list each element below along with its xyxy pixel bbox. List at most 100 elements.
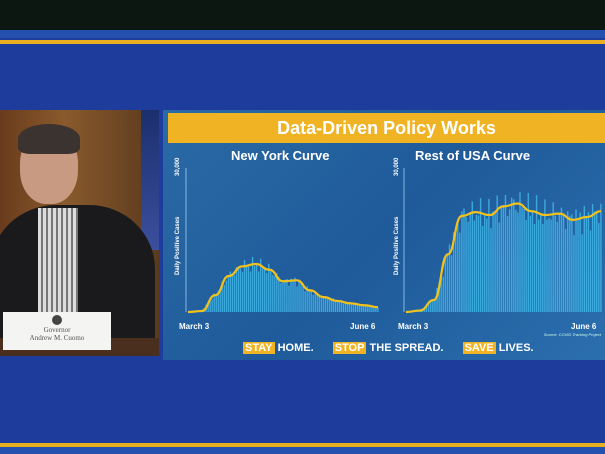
- daily-bar: [213, 293, 215, 312]
- daily-bar: [488, 198, 490, 312]
- daily-bar: [223, 284, 225, 312]
- daily-bar: [363, 304, 365, 312]
- daily-bar: [432, 299, 434, 312]
- daily-bar: [354, 304, 357, 312]
- nameplate-name: Andrew M. Cuomo: [29, 334, 85, 342]
- daily-bar: [473, 220, 476, 312]
- daily-bar: [217, 290, 219, 312]
- daily-bar: [231, 275, 234, 312]
- daily-bar: [227, 275, 230, 312]
- daily-bar: [500, 207, 503, 312]
- daily-bar: [523, 208, 525, 312]
- daily-bar: [361, 305, 363, 312]
- daily-bar: [268, 263, 270, 312]
- daily-bar: [519, 192, 521, 312]
- daily-bar: [490, 228, 492, 312]
- daily-bar: [300, 283, 302, 312]
- slogan-text: THE SPREAD.: [369, 342, 444, 354]
- daily-bar: [442, 276, 444, 312]
- source-note: Source: COVID Tracking Project: [543, 332, 601, 337]
- daily-bar: [320, 297, 323, 312]
- daily-bar: [276, 272, 278, 312]
- daily-bar: [219, 288, 221, 312]
- daily-bar: [583, 206, 586, 312]
- daily-bar: [527, 193, 529, 312]
- daily-bar: [266, 272, 268, 312]
- daily-bar: [525, 219, 527, 312]
- daily-bar: [581, 234, 583, 312]
- daily-bar: [546, 219, 548, 312]
- daily-bar: [280, 283, 282, 312]
- daily-bar: [444, 257, 447, 312]
- daily-bar: [591, 204, 594, 312]
- nameplate: Governor Andrew M. Cuomo: [3, 312, 111, 350]
- daily-bar: [306, 286, 308, 312]
- daily-bar: [535, 195, 538, 312]
- daily-bar: [438, 282, 440, 312]
- daily-bar: [486, 218, 488, 312]
- daily-bar: [314, 291, 316, 312]
- daily-bar: [282, 280, 284, 312]
- daily-bar: [510, 197, 513, 312]
- daily-bar: [540, 214, 542, 312]
- daily-bar: [515, 209, 517, 312]
- daily-bar: [251, 256, 254, 312]
- usa-chart-title: Rest of USA Curve: [415, 148, 531, 163]
- daily-bar: [373, 306, 375, 312]
- daily-bar: [356, 303, 359, 312]
- daily-bar: [350, 304, 353, 312]
- daily-bar: [569, 215, 571, 312]
- usa-x-start-label: March 3: [398, 322, 429, 331]
- daily-bar: [241, 271, 244, 312]
- daily-bar: [481, 225, 484, 312]
- daily-bar: [288, 285, 290, 312]
- ny-trend-curve: [187, 262, 379, 314]
- ny-y-tick-top: 30,000: [175, 157, 181, 176]
- slogan-save-lives: SAVE LIVES.: [462, 342, 534, 354]
- daily-bar: [492, 211, 494, 312]
- slide-title: Data-Driven Policy Works: [168, 113, 605, 143]
- daily-bar: [454, 230, 457, 312]
- daily-bar: [575, 209, 577, 312]
- daily-bar: [567, 211, 569, 312]
- daily-bar: [215, 295, 217, 312]
- daily-bar: [461, 211, 463, 312]
- daily-bar: [310, 290, 312, 312]
- daily-bar: [479, 198, 482, 312]
- daily-bar: [440, 272, 442, 312]
- slogan-highlight: SAVE: [462, 342, 496, 354]
- daily-bar: [340, 300, 343, 312]
- slogans: STAY HOME. STOP THE SPREAD. SAVE LIVES.: [243, 342, 550, 354]
- speaker-hair: [18, 124, 80, 154]
- daily-bar: [308, 289, 310, 312]
- daily-bar: [298, 279, 300, 312]
- daily-bar: [452, 232, 455, 312]
- usa-y-axis-label: Daily Positive Cases: [394, 216, 400, 275]
- daily-bar: [425, 306, 428, 312]
- seal-icon: [52, 315, 62, 325]
- daily-bar: [369, 306, 371, 312]
- daily-bar: [259, 258, 262, 312]
- slide: Data-Driven Policy Works New York Curve …: [163, 110, 605, 360]
- daily-bar: [292, 280, 294, 312]
- speaker-shirt: [38, 208, 78, 318]
- daily-bar: [253, 266, 256, 312]
- daily-bar: [542, 224, 544, 312]
- daily-bar: [467, 221, 469, 312]
- daily-bar: [243, 259, 246, 312]
- daily-bar: [548, 217, 550, 312]
- ny-chart-title: New York Curve: [231, 148, 330, 163]
- daily-bar: [239, 268, 242, 312]
- daily-bar: [377, 307, 379, 312]
- daily-bar: [334, 301, 337, 312]
- daily-bar: [211, 299, 213, 312]
- daily-bar: [434, 298, 436, 312]
- daily-bar: [235, 267, 238, 312]
- daily-bar: [537, 219, 540, 312]
- daily-bar: [477, 215, 480, 312]
- daily-bar: [585, 217, 588, 312]
- daily-bar: [508, 209, 511, 312]
- daily-bar: [225, 280, 228, 312]
- daily-bar: [304, 291, 306, 312]
- top-blue-stripe: [0, 30, 605, 38]
